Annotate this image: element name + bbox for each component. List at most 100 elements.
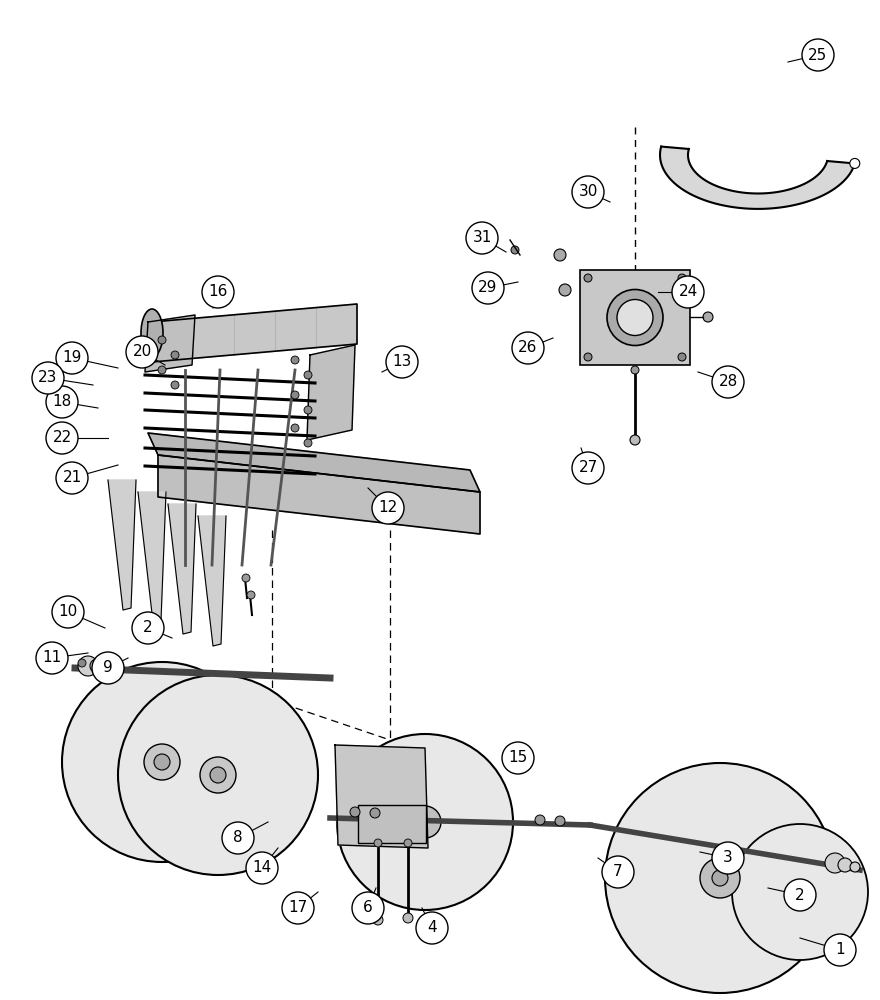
Circle shape	[409, 806, 441, 838]
Text: 2: 2	[796, 888, 805, 902]
Polygon shape	[335, 745, 428, 848]
Circle shape	[158, 366, 166, 374]
Circle shape	[825, 853, 845, 873]
Circle shape	[850, 158, 860, 168]
Circle shape	[559, 284, 571, 296]
Circle shape	[304, 371, 312, 379]
Circle shape	[304, 439, 312, 447]
Text: 18: 18	[53, 394, 71, 410]
Circle shape	[46, 386, 78, 418]
Circle shape	[291, 391, 299, 399]
Bar	[358, 805, 426, 843]
Circle shape	[144, 744, 180, 780]
Circle shape	[78, 656, 98, 676]
Text: 19: 19	[62, 351, 82, 365]
Circle shape	[555, 816, 565, 826]
Text: 21: 21	[62, 471, 82, 486]
Circle shape	[802, 39, 834, 71]
Circle shape	[352, 892, 384, 924]
Circle shape	[472, 272, 504, 304]
Polygon shape	[152, 304, 357, 362]
Circle shape	[373, 915, 383, 925]
Text: 6: 6	[363, 900, 373, 916]
Circle shape	[602, 856, 634, 888]
Circle shape	[712, 842, 744, 874]
Circle shape	[584, 353, 592, 361]
Text: 29: 29	[479, 280, 498, 296]
Text: 7: 7	[613, 864, 623, 880]
Circle shape	[850, 862, 860, 872]
Circle shape	[511, 246, 519, 254]
Text: 15: 15	[509, 750, 528, 766]
Circle shape	[337, 734, 513, 910]
Text: 22: 22	[53, 430, 71, 446]
Circle shape	[374, 839, 382, 847]
Circle shape	[154, 754, 170, 770]
Text: 31: 31	[473, 231, 492, 245]
Circle shape	[103, 663, 113, 673]
Circle shape	[672, 276, 704, 308]
Circle shape	[607, 290, 663, 346]
Circle shape	[78, 659, 86, 667]
Circle shape	[90, 659, 104, 673]
Circle shape	[572, 176, 604, 208]
Circle shape	[678, 353, 686, 361]
Circle shape	[171, 381, 179, 389]
Text: 12: 12	[378, 500, 398, 516]
Text: 8: 8	[233, 830, 243, 846]
Circle shape	[502, 742, 534, 774]
Text: 3: 3	[723, 850, 733, 865]
Circle shape	[572, 452, 604, 484]
Circle shape	[712, 870, 728, 886]
Text: 26: 26	[518, 340, 538, 356]
Circle shape	[386, 346, 418, 378]
Circle shape	[46, 422, 78, 454]
Bar	[580, 270, 690, 365]
Circle shape	[617, 300, 653, 336]
Text: 1: 1	[835, 942, 845, 958]
Polygon shape	[307, 345, 355, 440]
Text: 11: 11	[42, 650, 62, 666]
Circle shape	[605, 763, 835, 993]
Circle shape	[52, 596, 84, 628]
Circle shape	[372, 492, 404, 524]
Text: 13: 13	[392, 355, 412, 369]
Circle shape	[403, 913, 413, 923]
Circle shape	[584, 274, 592, 282]
Circle shape	[202, 276, 234, 308]
Circle shape	[712, 366, 744, 398]
Polygon shape	[660, 147, 854, 209]
Polygon shape	[145, 315, 195, 372]
Polygon shape	[168, 504, 196, 634]
Circle shape	[703, 312, 713, 322]
Circle shape	[246, 852, 278, 884]
Circle shape	[36, 642, 68, 674]
Circle shape	[171, 351, 179, 359]
Circle shape	[210, 767, 226, 783]
Circle shape	[56, 462, 88, 494]
Circle shape	[291, 356, 299, 364]
Circle shape	[512, 332, 544, 364]
Text: 2: 2	[143, 620, 153, 636]
Circle shape	[678, 274, 686, 282]
Circle shape	[700, 858, 740, 898]
Circle shape	[242, 574, 250, 582]
Polygon shape	[138, 492, 166, 622]
Circle shape	[416, 912, 448, 944]
Text: 16: 16	[209, 284, 228, 300]
Text: 28: 28	[718, 374, 737, 389]
Text: 24: 24	[678, 284, 698, 300]
Circle shape	[788, 880, 812, 904]
Circle shape	[466, 222, 498, 254]
Circle shape	[118, 675, 318, 875]
Text: 20: 20	[132, 344, 151, 360]
Circle shape	[291, 424, 299, 432]
Polygon shape	[108, 480, 136, 610]
Circle shape	[784, 879, 816, 911]
Text: 25: 25	[809, 47, 827, 62]
Text: 23: 23	[39, 370, 58, 385]
Circle shape	[824, 934, 856, 966]
Circle shape	[838, 858, 852, 872]
Circle shape	[158, 336, 166, 344]
Circle shape	[631, 366, 639, 374]
